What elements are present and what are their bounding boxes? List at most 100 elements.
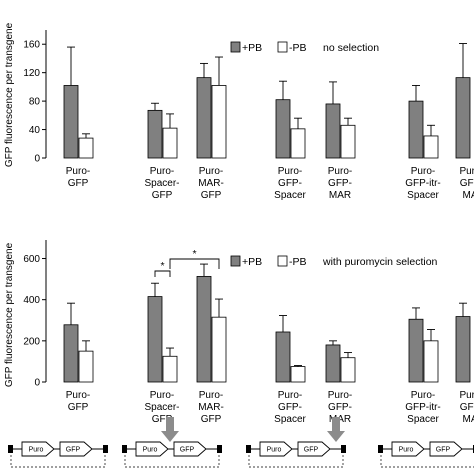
category-label-line: GFP- [328, 178, 352, 189]
y-ticks-top: 0 40 80 120 160 [23, 40, 46, 165]
category-label: PuroGFPMA [459, 390, 474, 425]
bar-plus-pb [63, 85, 79, 159]
schematic-puro-label: Puro [143, 447, 158, 454]
bar-plus-pb [455, 316, 471, 383]
legend-swatch-minus-bottom [277, 255, 288, 267]
legend-bottom: +PB -PB with puromycin selection [230, 255, 438, 268]
schematic-gfp-arrow [429, 441, 463, 457]
category-label-line: Puro- [411, 390, 435, 401]
schematic-gfp-label: GFP [180, 447, 195, 454]
bar-plus-pb [196, 276, 212, 383]
bar-minus-pb [340, 357, 356, 383]
bar-plus-pb [147, 109, 163, 159]
schematic-itr-right [341, 445, 346, 453]
category-label: Puro-GFP-Spacer [274, 390, 306, 425]
schematic-gfp-label: GFP [436, 447, 451, 454]
schematic-itr-left [378, 445, 383, 453]
category-label-line: Spacer [407, 414, 439, 425]
construct-schematics: Puro GFP Puro GFP Puro GFP Puro GFP [8, 417, 474, 468]
schematic-itr-left [246, 445, 251, 453]
category-label-line: MA [463, 190, 474, 201]
y-tick-label: 40 [29, 125, 41, 136]
category-label-line: GFP-itr- [405, 178, 441, 189]
legend-label-minus-bottom: -PB [289, 256, 307, 268]
category-label-line: GFP [152, 414, 173, 425]
category-label: Puro-GFP [66, 166, 90, 189]
category-label-line: Puro [459, 390, 474, 401]
bar-minus-pb [162, 127, 178, 159]
category-label-line: MAR- [198, 402, 224, 413]
bar-plus-pb [408, 318, 424, 383]
bar-minus-pb [423, 340, 439, 383]
legend-swatch-minus [277, 41, 288, 53]
schematic-puro-label: Puro [267, 447, 282, 454]
category-label-line: Puro- [199, 166, 223, 177]
category-label: Puro-GFP-itr-Spacer [405, 166, 441, 201]
bar-minus-pb [211, 316, 227, 383]
category-label-line: Puro- [150, 166, 174, 177]
bar-plus-pb [147, 296, 163, 383]
schematic-insertion-arrow [327, 417, 345, 442]
y-tick-label: 120 [23, 68, 40, 79]
legend-swatch-plus [230, 41, 241, 53]
significance-brackets: ** [154, 248, 220, 277]
schematic-itr-right [103, 445, 108, 453]
category-label: Puro-GFP-itr-Spacer [405, 390, 441, 425]
schematic-itr-left [122, 445, 127, 453]
bar-minus-pb [78, 350, 94, 383]
schematic-puro-label: Puro [399, 447, 414, 454]
category-label-line: Puro- [328, 166, 352, 177]
schematic-puro-arrow [135, 441, 169, 457]
bar-minus-pb [290, 128, 306, 159]
y-tick-label: 600 [23, 254, 40, 265]
bar-minus-pb [423, 135, 439, 159]
y-ticks-bottom: 0 200 400 600 [23, 254, 46, 389]
category-label-line: Puro- [278, 390, 302, 401]
category-label-line: MAR- [198, 178, 224, 189]
y-tick-label: 200 [23, 336, 40, 347]
bar-plus-pb [325, 103, 341, 159]
panel-bottom: GFP fluorescence per transgene 0 200 400 60… [4, 240, 474, 425]
schematic-puro-arrow [259, 441, 293, 457]
bar-minus-pb [290, 366, 306, 383]
panel-annotation-bottom: with puromycin selection [322, 256, 438, 268]
schematic-gfp-arrow [173, 441, 207, 457]
schematic-insertion-arrow [161, 417, 179, 442]
category-label-line: GFP [201, 414, 222, 425]
category-labels-bottom: Puro-GFPPuro-Spacer-GFPPuro-MAR-GFPPuro-… [66, 390, 474, 425]
category-label: Puro-Spacer-GFP [144, 390, 179, 425]
bar-plus-pb [275, 331, 291, 383]
category-label-line: Puro- [199, 390, 223, 401]
category-label-line: Spacer- [144, 402, 179, 413]
category-label: Puro-MAR-GFP [198, 166, 224, 201]
bar-plus-pb [275, 99, 291, 159]
category-label: Puro-GFP [66, 390, 90, 413]
bar-minus-pb [162, 355, 178, 383]
category-label: PuroGFPMA [459, 166, 474, 201]
category-label-line: Spacer- [144, 178, 179, 189]
category-label-line: MAR [329, 190, 351, 201]
category-label: Puro-GFP-Spacer [274, 166, 306, 201]
category-label-line: Puro- [328, 390, 352, 401]
schematic-puro-label: Puro [29, 447, 44, 454]
panel-annotation-top: no selection [323, 42, 379, 54]
bar-plus-pb [196, 77, 212, 159]
category-label-line: MA [463, 414, 474, 425]
category-label-line: Puro- [66, 390, 90, 401]
significance-bracket [154, 270, 171, 277]
category-label-line: Spacer [407, 190, 439, 201]
category-label-line: Puro- [150, 390, 174, 401]
bar-minus-pb [211, 85, 227, 159]
schematic-excision-bracket [380, 455, 474, 468]
schematic-puro-arrow [21, 441, 55, 457]
significance-star: * [192, 248, 196, 260]
legend-swatch-plus-bottom [230, 255, 241, 267]
legend-label-plus: +PB [242, 42, 262, 54]
schematic-gfp-arrow [59, 441, 93, 457]
schematic-excision-bracket [10, 455, 106, 468]
legend-label-plus-bottom: +PB [242, 256, 262, 268]
bar-plus-pb [455, 77, 471, 159]
schematic-puro-arrow [391, 441, 425, 457]
category-label: Puro-MAR-GFP [198, 390, 224, 425]
schematic-gfp-arrow [297, 441, 331, 457]
